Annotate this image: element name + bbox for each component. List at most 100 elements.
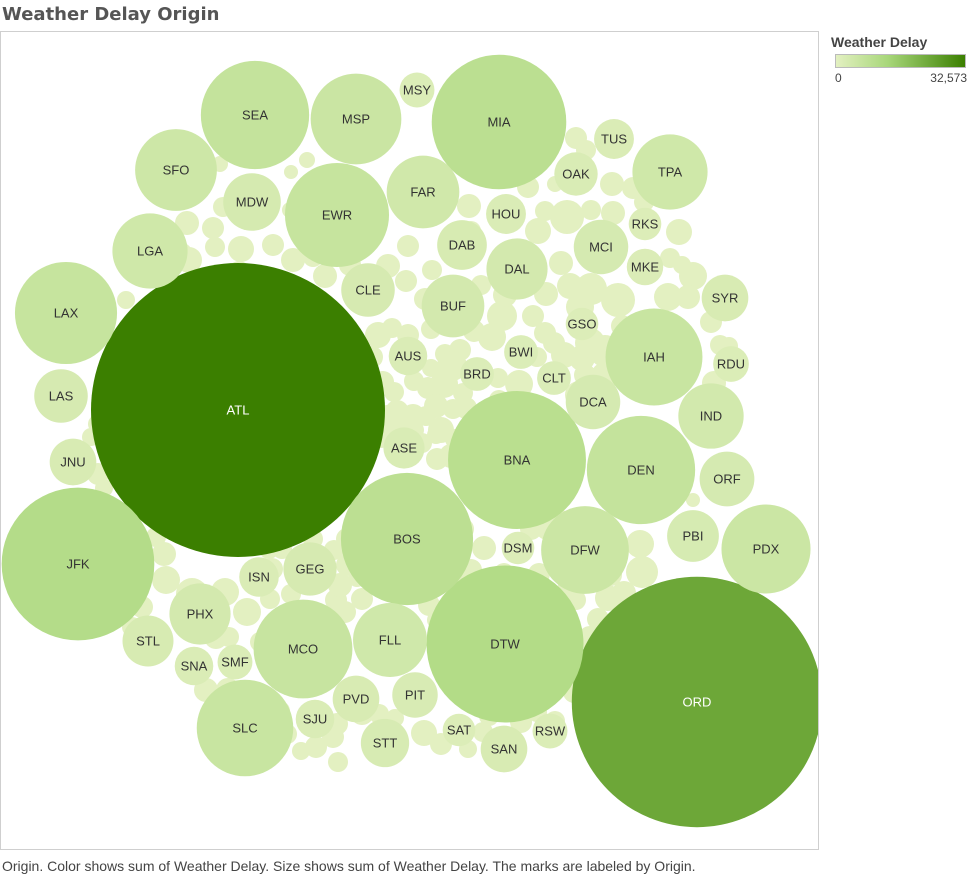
bubble-mco[interactable]: MCO bbox=[253, 599, 353, 699]
bubble-minor[interactable] bbox=[525, 218, 551, 244]
bubble-minor[interactable] bbox=[557, 273, 583, 299]
bubble-mark[interactable] bbox=[122, 615, 174, 667]
bubble-mark[interactable] bbox=[480, 725, 528, 773]
bubble-mark[interactable] bbox=[332, 675, 380, 723]
bubble-sfo[interactable]: SFO bbox=[135, 129, 217, 211]
bubble-mark[interactable] bbox=[399, 72, 435, 108]
bubble-mark[interactable] bbox=[49, 438, 97, 486]
bubble-mark[interactable] bbox=[253, 599, 353, 699]
bubble-minor[interactable] bbox=[328, 752, 348, 772]
bubble-mark[interactable] bbox=[295, 699, 335, 739]
bubble-pvd[interactable]: PVD bbox=[332, 675, 380, 723]
bubble-buf[interactable]: BUF bbox=[421, 274, 485, 338]
bubble-mark[interactable] bbox=[532, 713, 568, 749]
bubble-ord[interactable]: ORD bbox=[571, 576, 818, 828]
bubble-hou[interactable]: HOU bbox=[486, 194, 526, 234]
bubble-phx[interactable]: PHX bbox=[169, 583, 231, 645]
bubble-dtw[interactable]: DTW bbox=[426, 565, 584, 723]
bubble-mark[interactable] bbox=[383, 427, 425, 469]
bubble-sat[interactable]: SAT bbox=[442, 713, 476, 747]
bubble-den[interactable]: DEN bbox=[586, 415, 696, 525]
bubble-minor[interactable] bbox=[175, 211, 199, 235]
bubble-mark[interactable] bbox=[701, 274, 749, 322]
bubble-minor[interactable] bbox=[299, 152, 315, 168]
bubble-atl[interactable]: ATL bbox=[91, 263, 385, 557]
bubble-mark[interactable] bbox=[284, 162, 390, 268]
bubble-mark[interactable] bbox=[721, 504, 811, 594]
bubble-sju[interactable]: SJU bbox=[295, 699, 335, 739]
bubble-mark[interactable] bbox=[353, 603, 427, 677]
bubble-mark[interactable] bbox=[501, 531, 535, 565]
bubble-aus[interactable]: AUS bbox=[388, 336, 428, 376]
bubble-stt[interactable]: STT bbox=[360, 718, 410, 768]
bubble-fll[interactable]: FLL bbox=[353, 603, 427, 677]
bubble-minor[interactable] bbox=[666, 219, 692, 245]
bubble-mark[interactable] bbox=[573, 219, 629, 275]
bubble-iah[interactable]: IAH bbox=[605, 308, 703, 406]
bubble-mark[interactable] bbox=[537, 361, 571, 395]
bubble-minor[interactable] bbox=[676, 285, 700, 309]
bubble-geg[interactable]: GEG bbox=[283, 542, 337, 596]
bubble-minor[interactable] bbox=[601, 201, 625, 225]
bubble-minor[interactable] bbox=[233, 598, 261, 626]
bubble-rks[interactable]: RKS bbox=[628, 207, 662, 241]
bubble-minor[interactable] bbox=[427, 426, 445, 444]
bubble-minor[interactable] bbox=[351, 588, 373, 610]
bubble-sna[interactable]: SNA bbox=[174, 646, 214, 686]
bubble-jfk[interactable]: JFK bbox=[1, 487, 155, 641]
bubble-minor[interactable] bbox=[535, 201, 555, 221]
bubble-minor[interactable] bbox=[305, 736, 327, 758]
bubble-oak[interactable]: OAK bbox=[554, 152, 598, 196]
bubble-minor[interactable] bbox=[601, 283, 635, 317]
bubble-sea[interactable]: SEA bbox=[200, 60, 310, 170]
bubble-rdu[interactable]: RDU bbox=[713, 346, 749, 382]
bubble-mark[interactable] bbox=[112, 213, 188, 289]
bubble-dab[interactable]: DAB bbox=[437, 220, 487, 270]
bubble-mark[interactable] bbox=[421, 274, 485, 338]
bubble-msy[interactable]: MSY bbox=[399, 72, 435, 108]
bubble-minor[interactable] bbox=[365, 322, 391, 348]
bubble-mke[interactable]: MKE bbox=[626, 248, 664, 286]
bubble-minor[interactable] bbox=[550, 200, 584, 234]
bubble-minor[interactable] bbox=[430, 370, 458, 398]
bubble-minor[interactable] bbox=[654, 283, 682, 311]
bubble-mark[interactable] bbox=[340, 472, 474, 606]
bubble-stl[interactable]: STL bbox=[122, 615, 174, 667]
bubble-minor[interactable] bbox=[686, 493, 700, 507]
bubble-mark[interactable] bbox=[626, 248, 664, 286]
bubble-mark[interactable] bbox=[217, 644, 253, 680]
bubble-mark[interactable] bbox=[442, 713, 476, 747]
bubble-minor[interactable] bbox=[397, 235, 419, 257]
bubble-mark[interactable] bbox=[386, 155, 460, 229]
bubble-lga[interactable]: LGA bbox=[112, 213, 188, 289]
bubble-minor[interactable] bbox=[626, 556, 658, 588]
bubble-rsw[interactable]: RSW bbox=[532, 713, 568, 749]
bubble-mark[interactable] bbox=[605, 308, 703, 406]
bubble-minor[interactable] bbox=[581, 200, 601, 220]
bubble-mark[interactable] bbox=[486, 194, 526, 234]
bubble-far[interactable]: FAR bbox=[386, 155, 460, 229]
bubble-minor[interactable] bbox=[549, 251, 573, 275]
bubble-pdx[interactable]: PDX bbox=[721, 504, 811, 594]
bubble-bos[interactable]: BOS bbox=[340, 472, 474, 606]
bubble-slc[interactable]: SLC bbox=[196, 679, 294, 777]
bubble-mark[interactable] bbox=[360, 718, 410, 768]
bubble-minor[interactable] bbox=[626, 530, 654, 558]
bubble-mark[interactable] bbox=[174, 646, 214, 686]
bubble-pit[interactable]: PIT bbox=[392, 672, 438, 718]
bubble-mark[interactable] bbox=[678, 383, 744, 449]
bubble-dca[interactable]: DCA bbox=[565, 374, 621, 430]
bubble-minor[interactable] bbox=[472, 536, 496, 560]
bubble-minor[interactable] bbox=[422, 359, 440, 377]
bubble-minor[interactable] bbox=[313, 264, 337, 288]
bubble-mark[interactable] bbox=[632, 134, 708, 210]
bubble-minor[interactable] bbox=[262, 234, 284, 256]
bubble-minor[interactable] bbox=[205, 237, 225, 257]
bubble-dal[interactable]: DAL bbox=[486, 238, 548, 300]
bubble-smf[interactable]: SMF bbox=[217, 644, 253, 680]
bubble-clt[interactable]: CLT bbox=[537, 361, 571, 395]
bubble-minor[interactable] bbox=[152, 566, 180, 594]
bubble-mark[interactable] bbox=[388, 336, 428, 376]
bubble-brd[interactable]: BRD bbox=[460, 357, 494, 391]
bubble-mark[interactable] bbox=[431, 54, 567, 190]
